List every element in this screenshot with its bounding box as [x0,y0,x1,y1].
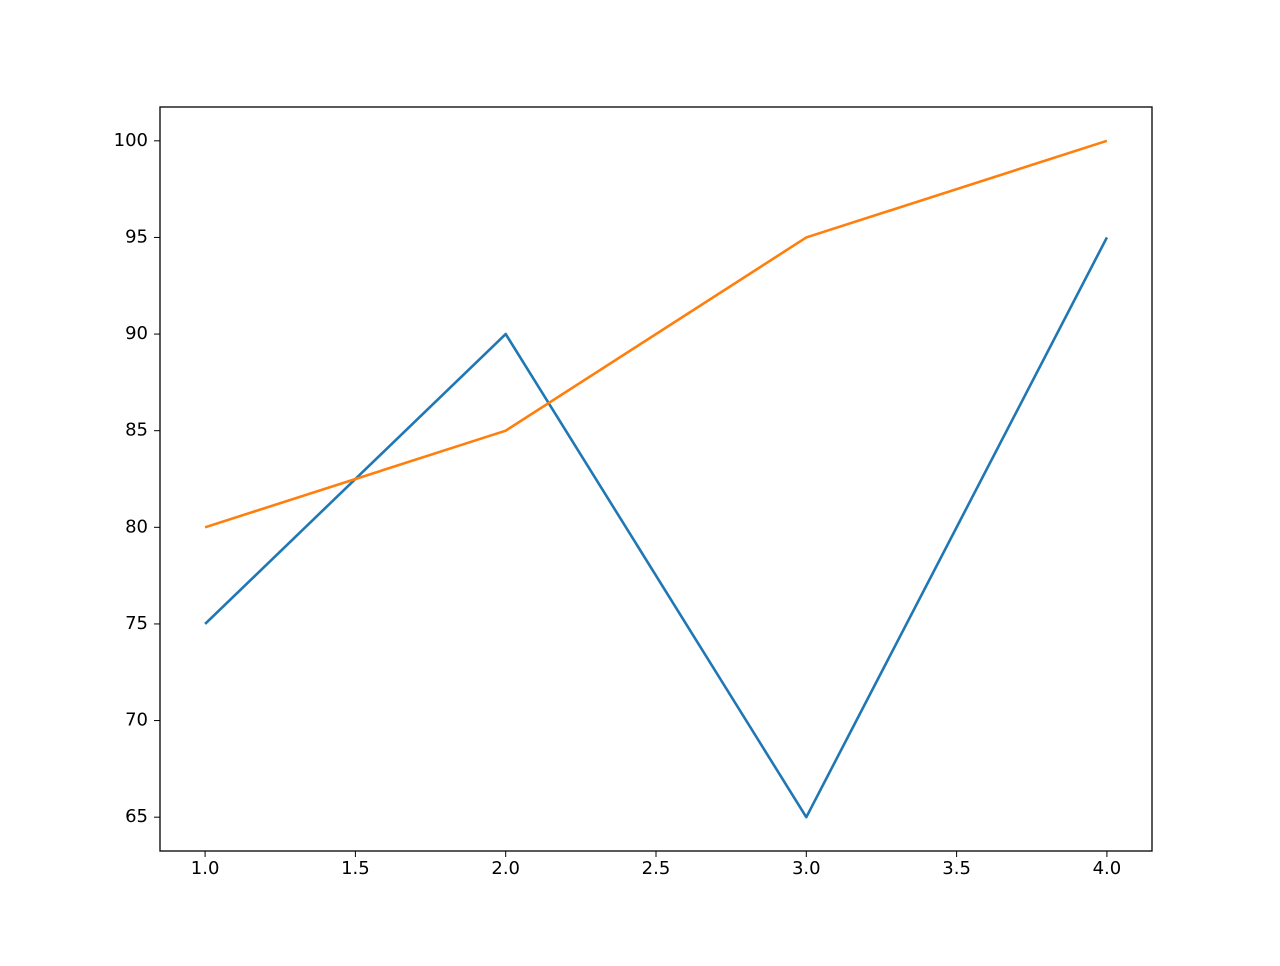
y-tick-label: 65 [125,806,148,827]
y-tick-label: 85 [125,420,148,441]
x-tick-label: 2.0 [491,858,520,879]
y-tick-label: 70 [125,710,148,731]
y-tick-label: 80 [125,516,148,537]
chart-container: 1.0 1.5 2.0 2.5 3.0 3.5 4.0 65 70 75 80 85 90 95 100 [0,0,1280,966]
y-tick-label: 75 [125,613,148,634]
x-tick-label: 3.0 [792,858,821,879]
x-tick-label: 1.0 [191,858,220,879]
x-tick-label: 1.5 [341,858,370,879]
y-tick-label: 100 [114,130,148,151]
x-tick-label: 4.0 [1093,858,1122,879]
y-tick-label: 90 [125,323,148,344]
y-tick-label: 95 [125,226,148,247]
x-tick-label: 2.5 [642,858,671,879]
x-tick-label: 3.5 [942,858,971,879]
line-chart: 1.0 1.5 2.0 2.5 3.0 3.5 4.0 65 70 75 80 85 90 95 100 [0,0,1280,966]
